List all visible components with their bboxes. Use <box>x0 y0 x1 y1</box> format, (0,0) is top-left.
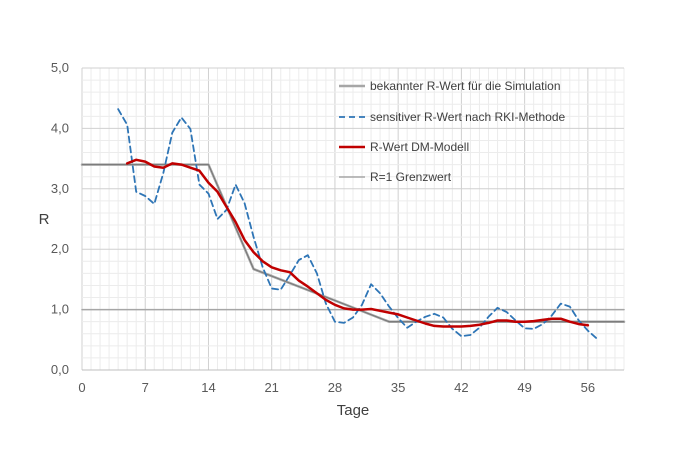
x-tick-label: 56 <box>581 380 595 395</box>
y-tick-label: 4,0 <box>51 120 69 135</box>
y-axis-title: R <box>39 211 50 228</box>
legend-label: bekannter R-Wert für die Simulation <box>370 79 561 93</box>
x-tick-label: 49 <box>517 380 531 395</box>
x-tick-label: 28 <box>328 380 342 395</box>
chart-series <box>80 108 626 340</box>
x-tick-label: 42 <box>454 380 468 395</box>
y-tick-label: 2,0 <box>51 241 69 256</box>
y-tick-label: 3,0 <box>51 181 69 196</box>
x-tick-label: 7 <box>142 380 149 395</box>
legend-label: R-Wert DM-Modell <box>370 140 469 154</box>
y-tick-label: 5,0 <box>51 60 69 75</box>
y-tick-label: 1,0 <box>51 302 69 317</box>
rki-r-series-line <box>117 108 598 340</box>
legend: bekannter R-Wert für die Simulation sensi… <box>339 79 566 184</box>
x-tick-label: 35 <box>391 380 405 395</box>
known-r-series-core-line <box>82 164 624 323</box>
legend-label: R=1 Grenzwert <box>370 170 452 184</box>
dm-model-series-line <box>125 158 590 328</box>
x-tick-label: 0 <box>78 380 85 395</box>
x-axis-ticks: 0 7 14 21 28 35 42 49 56 <box>78 380 595 395</box>
legend-label: sensitiver R-Wert nach RKI-Methode <box>370 110 566 124</box>
x-tick-label: 21 <box>264 380 278 395</box>
y-tick-label: 0,0 <box>51 362 69 377</box>
y-axis-ticks: 0,0 1,0 2,0 3,0 4,0 5,0 <box>51 60 69 377</box>
x-tick-label: 14 <box>201 380 215 395</box>
x-axis-title: Tage <box>337 402 370 419</box>
